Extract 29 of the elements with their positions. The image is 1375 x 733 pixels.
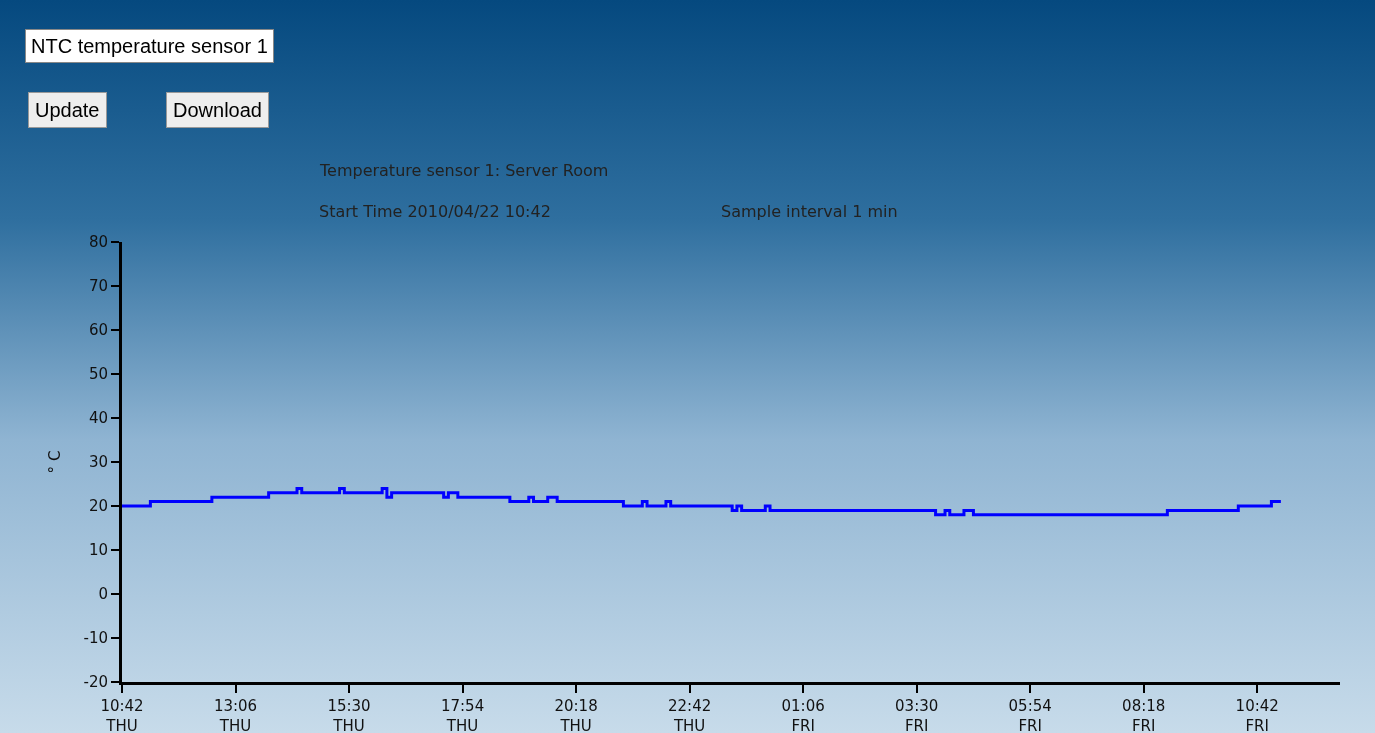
- y-tick-label: 50: [88, 365, 108, 384]
- x-tick-label: 01:06 FRI: [781, 697, 825, 733]
- y-tick-label: -20: [83, 673, 108, 692]
- y-tick-label: 80: [88, 233, 108, 252]
- text: Update: [35, 99, 100, 121]
- x-tick-label: 08:18 FRI: [1122, 697, 1166, 733]
- x-tick-label: 03:30 FRI: [895, 697, 939, 733]
- y-tick-label: 30: [88, 453, 108, 472]
- y-axis-title: ° C: [45, 450, 64, 474]
- y-tick-label: 20: [88, 497, 108, 516]
- x-tick-label: 17:54 THU: [440, 697, 485, 733]
- x-tick-label: 05:54 FRI: [1008, 697, 1052, 733]
- x-tick-label: 20:18 THU: [554, 697, 598, 733]
- chart-subtitle: Start Time 2010/04/22 10:42: [319, 202, 551, 221]
- y-tick-label: 40: [88, 409, 108, 428]
- x-tick-label: 22:42 THU: [667, 697, 712, 733]
- chart-title: Temperature sensor 1: Server Room: [319, 161, 609, 180]
- x-tick-label: 10:42 FRI: [1235, 697, 1279, 733]
- x-tick-label: 15:30 THU: [327, 697, 371, 733]
- y-tick-label: 0: [98, 585, 108, 604]
- y-tick-label: 60: [88, 321, 108, 340]
- text: Sample interval 1 min: [721, 202, 898, 221]
- y-tick-label: 10: [88, 541, 108, 560]
- text: NTC temperature sensor 1: [31, 35, 268, 57]
- text: Download: [173, 99, 262, 121]
- x-tick-label: 13:06 THU: [213, 697, 258, 733]
- y-tick-label: -10: [83, 629, 108, 648]
- y-tick-label: 70: [88, 277, 108, 296]
- x-tick-label: 10:42 THU: [100, 697, 144, 733]
